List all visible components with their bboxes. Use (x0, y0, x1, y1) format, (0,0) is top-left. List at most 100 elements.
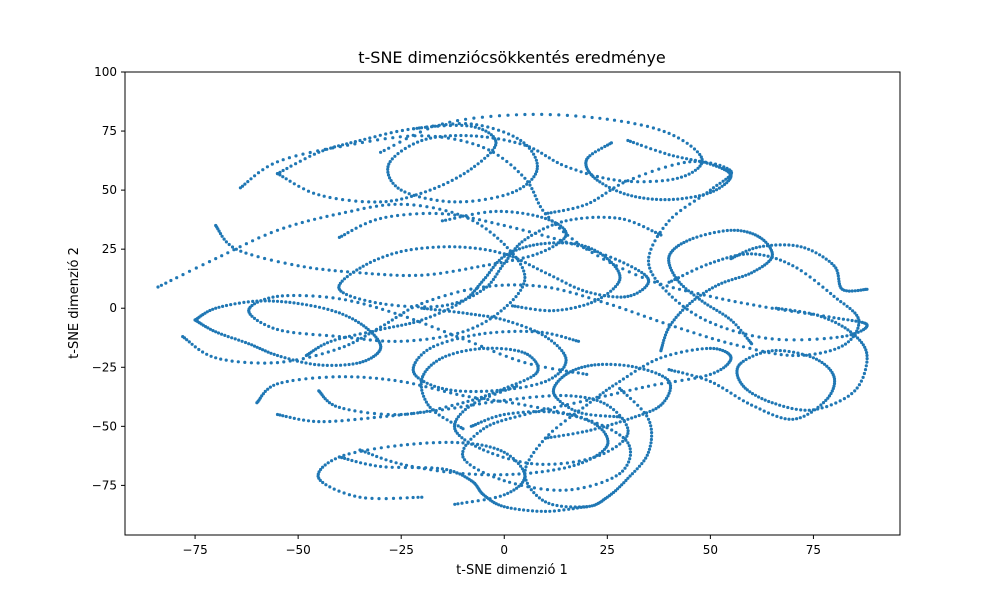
data-point (830, 261, 834, 266)
data-point (667, 259, 671, 263)
data-point (585, 505, 589, 509)
data-point (205, 352, 209, 356)
data-point (615, 282, 620, 286)
data-point (462, 172, 466, 176)
data-point (477, 313, 482, 317)
data-point (543, 248, 548, 253)
data-point (858, 338, 862, 342)
data-point (603, 414, 608, 418)
data-point (751, 232, 755, 236)
data-point (613, 363, 617, 367)
data-point (430, 125, 434, 129)
data-point (233, 337, 237, 341)
data-point (459, 133, 463, 138)
data-point (533, 329, 537, 333)
data-point (670, 163, 674, 167)
data-point (502, 493, 506, 497)
data-point (247, 342, 251, 346)
data-point (679, 175, 684, 179)
data-point (321, 149, 325, 153)
data-point (349, 141, 353, 145)
data-point (352, 270, 356, 274)
data-point (480, 322, 484, 326)
data-point (510, 357, 515, 361)
data-point (562, 365, 566, 369)
data-point (832, 382, 837, 386)
data-point (517, 359, 521, 363)
data-point (381, 307, 385, 311)
data-point (530, 356, 534, 360)
data-point (674, 351, 678, 355)
data-point (301, 357, 305, 361)
data-point (387, 339, 391, 343)
data-point (334, 419, 338, 423)
data-point (476, 143, 480, 148)
data-point (543, 436, 548, 440)
data-point (224, 240, 228, 244)
data-point (533, 307, 537, 312)
data-point (405, 196, 409, 200)
data-point (300, 302, 304, 306)
data-point (389, 273, 393, 277)
data-point (783, 417, 787, 421)
data-point (579, 416, 583, 420)
data-point (434, 211, 438, 216)
data-point (540, 470, 544, 474)
data-point (580, 216, 584, 220)
data-point (573, 409, 577, 413)
data-point (609, 289, 613, 293)
data-point (758, 266, 762, 270)
data-point (250, 343, 254, 347)
data-point (395, 198, 399, 202)
data-point (429, 363, 433, 367)
data-point (646, 417, 651, 421)
data-point (659, 233, 663, 237)
data-point (463, 245, 467, 249)
data-point (275, 299, 280, 303)
y-tick-label: 25 (102, 242, 117, 256)
data-point (476, 221, 480, 225)
data-point (647, 447, 652, 451)
data-point (423, 125, 427, 129)
data-point (366, 411, 370, 415)
data-point (370, 453, 375, 457)
data-point (498, 494, 502, 498)
data-point (818, 351, 823, 355)
data-point (626, 364, 630, 368)
data-point (632, 400, 636, 404)
data-point (360, 140, 364, 145)
data-point (342, 453, 346, 457)
data-point (486, 450, 490, 454)
data-point (501, 455, 505, 459)
data-point (654, 179, 659, 183)
data-point (246, 300, 250, 304)
data-point (483, 156, 487, 160)
data-point (795, 266, 799, 270)
data-point (300, 220, 304, 225)
data-point (422, 394, 426, 398)
data-point (458, 412, 462, 416)
data-point (261, 392, 265, 396)
data-point (569, 166, 573, 170)
data-point (240, 339, 244, 343)
data-point (616, 487, 620, 491)
data-point (667, 368, 671, 372)
data-point (416, 495, 420, 499)
data-point (610, 428, 614, 432)
data-point (851, 332, 855, 336)
data-point (502, 223, 506, 228)
data-point (208, 308, 212, 313)
data-point (490, 196, 494, 200)
data-point (539, 269, 544, 273)
data-point (449, 420, 453, 424)
data-point (256, 171, 261, 175)
data-point (326, 461, 330, 465)
data-point (650, 197, 654, 201)
data-point (648, 409, 652, 414)
data-point (375, 454, 379, 459)
data-point (634, 273, 638, 277)
data-point (666, 378, 670, 382)
data-point (341, 291, 345, 295)
data-point (799, 408, 803, 412)
data-point (515, 211, 520, 215)
